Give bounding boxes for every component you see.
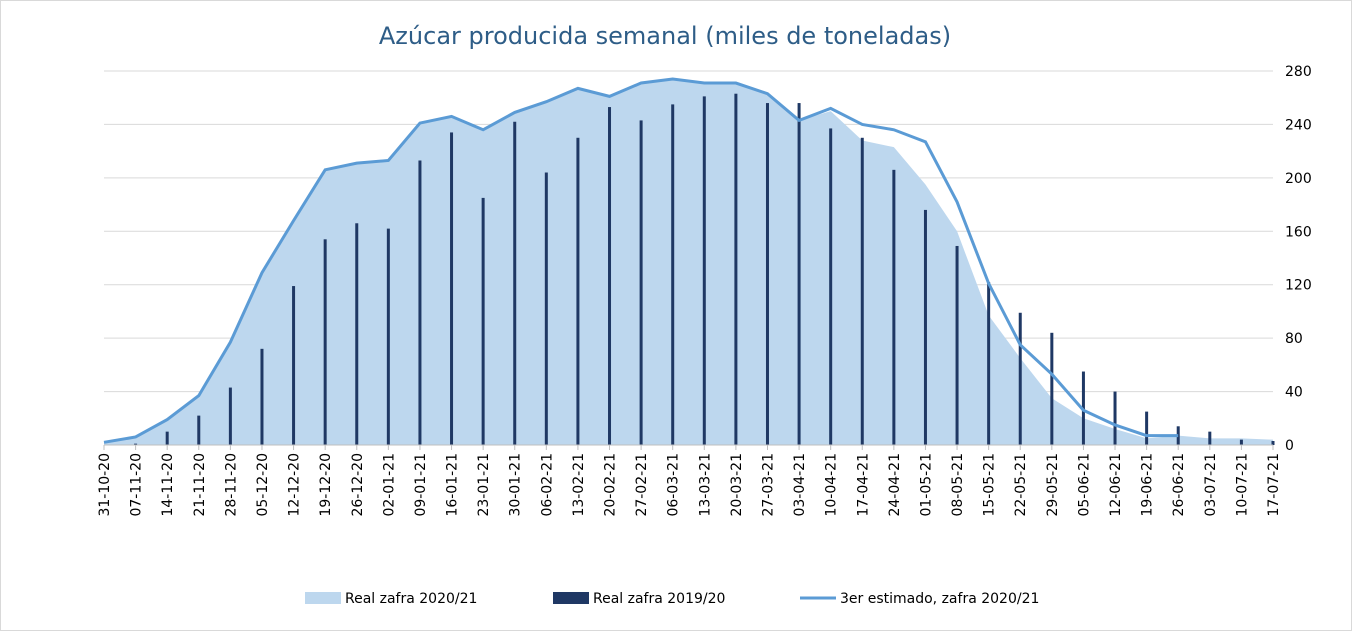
chart-title: Azúcar producida semanal (miles de tonel… <box>379 22 951 50</box>
x-tick-label: 12-12-20 <box>287 453 303 517</box>
bar <box>734 93 738 445</box>
x-tick-label: 17-07-21 <box>1266 453 1282 517</box>
bar <box>987 282 991 445</box>
x-tick-label: 19-06-21 <box>1140 453 1156 517</box>
x-tick-label: 29-05-21 <box>1045 453 1061 517</box>
area <box>104 79 1273 445</box>
x-tick-label: 07-11-20 <box>129 453 145 517</box>
x-tick-label: 26-12-20 <box>350 453 366 517</box>
x-tick-label: 16-01-21 <box>445 453 461 517</box>
bar <box>292 286 296 445</box>
bar <box>955 245 959 445</box>
x-tick-label: 03-07-21 <box>1203 453 1219 517</box>
x-tick-label: 13-02-21 <box>571 453 587 517</box>
legend-swatch <box>305 592 341 604</box>
x-tick-label: 20-03-21 <box>729 453 745 517</box>
x-tick-label: 19-12-20 <box>318 453 334 517</box>
y-tick-label: 160 <box>1285 224 1312 240</box>
legend-label: Real zafra 2019/20 <box>593 591 725 607</box>
bar <box>797 103 801 446</box>
x-tick-label: 24-04-21 <box>887 453 903 517</box>
x-tick-label: 12-06-21 <box>1108 453 1124 517</box>
x-tick-label: 20-02-21 <box>603 453 619 517</box>
bar <box>608 107 612 446</box>
bar <box>1018 312 1022 445</box>
y-tick-label: 80 <box>1285 331 1303 347</box>
y-tick-label: 0 <box>1285 438 1294 454</box>
x-tick-label: 10-04-21 <box>824 453 840 517</box>
bar <box>923 209 927 445</box>
bar <box>639 120 643 446</box>
bar <box>1113 391 1117 445</box>
bar <box>165 431 169 445</box>
bar <box>197 415 201 445</box>
line <box>103 77 1179 444</box>
bar <box>1208 431 1212 445</box>
bar <box>386 228 390 445</box>
bar <box>1271 440 1275 445</box>
bar <box>228 387 232 445</box>
x-tick-label: 15-05-21 <box>982 453 998 517</box>
y-tick-label: 120 <box>1285 278 1312 294</box>
x-tick-label: 28-11-20 <box>223 453 239 517</box>
bar <box>544 172 548 445</box>
bar <box>892 169 896 446</box>
x-tick-label: 21-11-20 <box>192 453 208 517</box>
bar <box>671 104 675 446</box>
x-tick-label: 30-01-21 <box>508 453 524 517</box>
bar <box>323 239 327 445</box>
x-tick-label: 14-11-20 <box>160 453 176 517</box>
x-tick-label: 31-10-20 <box>97 453 113 517</box>
bar <box>1050 332 1054 445</box>
bar <box>418 160 422 445</box>
x-tick-label: 02-01-21 <box>381 453 397 517</box>
bar <box>1239 439 1243 445</box>
x-tick-label: 10-07-21 <box>1234 453 1250 517</box>
x-tick-label: 17-04-21 <box>855 453 871 517</box>
bar <box>355 223 359 445</box>
x-tick-label: 13-03-21 <box>697 453 713 517</box>
bar <box>1145 411 1149 445</box>
x-tick-label: 23-01-21 <box>476 453 492 517</box>
x-tick-label: 05-06-21 <box>1076 453 1092 517</box>
legend-swatch <box>553 592 589 604</box>
x-tick-label: 06-03-21 <box>666 453 682 517</box>
y-tick-label: 200 <box>1285 171 1312 187</box>
x-tick-label: 05-12-20 <box>255 453 271 517</box>
bar <box>576 137 580 446</box>
bar <box>513 121 517 445</box>
x-tick-label: 27-03-21 <box>760 453 776 517</box>
bar <box>702 96 706 445</box>
bar <box>765 103 769 446</box>
bar <box>450 132 454 445</box>
bar <box>260 348 264 445</box>
bar <box>829 128 833 445</box>
x-tick-label: 01-05-21 <box>918 453 934 517</box>
bar <box>134 443 138 445</box>
y-tick-label: 240 <box>1285 117 1312 133</box>
y-tick-label: 280 <box>1285 64 1312 80</box>
x-tick-label: 08-05-21 <box>950 453 966 517</box>
y-tick-label: 40 <box>1285 385 1303 401</box>
x-tick-label: 09-01-21 <box>413 453 429 517</box>
bar <box>481 197 485 445</box>
x-tick-label: 06-02-21 <box>539 453 555 517</box>
x-tick-label: 22-05-21 <box>1013 453 1029 517</box>
x-tick-label: 03-04-21 <box>792 453 808 517</box>
legend-label: 3er estimado, zafra 2020/21 <box>840 591 1039 607</box>
bar <box>860 137 864 446</box>
x-tick-label: 26-06-21 <box>1171 453 1187 517</box>
legend-label: Real zafra 2020/21 <box>345 591 477 607</box>
x-tick-label: 27-02-21 <box>634 453 650 517</box>
